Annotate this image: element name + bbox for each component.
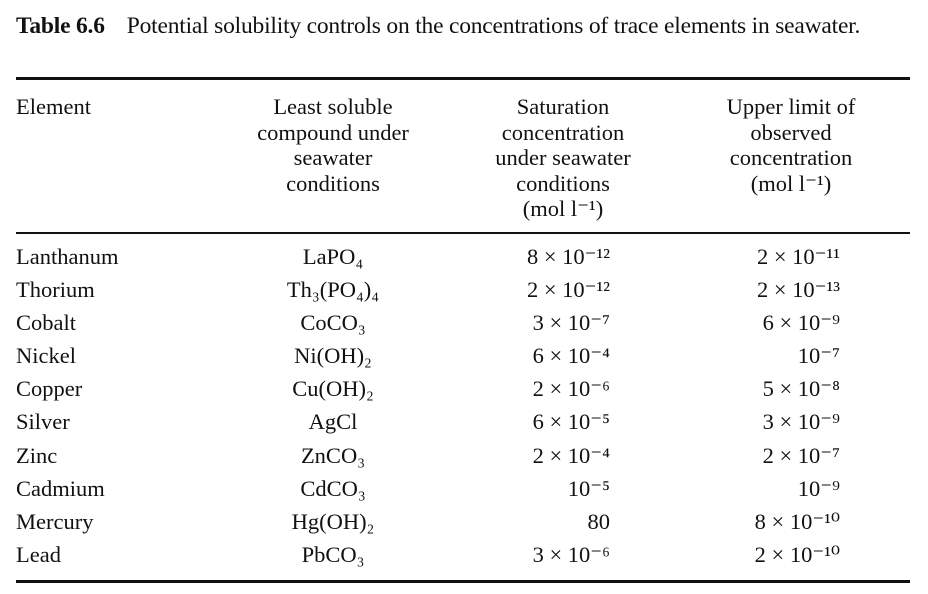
header-line: seawater <box>293 145 373 170</box>
saturation-cell: 2 × 10⁻⁴ <box>532 442 610 468</box>
compound-cell: Cu(OH)₂ <box>292 376 374 402</box>
header-line: compound under <box>257 119 409 145</box>
table-number: Table 6.6 <box>16 13 105 39</box>
header-line: conditions <box>516 170 610 196</box>
header-line: concentration <box>729 145 853 170</box>
compound-cell: CoCO₃ <box>300 310 366 336</box>
table-row: Cadmium CdCO₃ 10⁻⁵ 10⁻⁹ <box>0 476 928 509</box>
element-cell: Nickel <box>16 343 76 369</box>
upper-limit-cell: 2 × 10⁻¹³ <box>756 277 840 303</box>
header-line: Saturation <box>516 94 610 119</box>
header-line: Element <box>16 94 91 119</box>
element-cell: Thorium <box>16 277 95 303</box>
header-line: concentration <box>501 119 625 145</box>
table-row: Thorium Th₃(PO₄)₄ 2 × 10⁻¹² 2 × 10⁻¹³ <box>0 277 928 310</box>
compound-cell: LaPO₄ <box>302 244 364 269</box>
saturation-cell: 3 × 10⁻⁶ <box>532 541 610 567</box>
upper-limit-cell: 10⁻⁹ <box>797 475 840 501</box>
compound-cell: Ni(OH)₂ <box>294 343 372 369</box>
header-compound: Least soluble compound under seawater co… <box>218 94 448 196</box>
saturation-cell: 2 × 10⁻¹² <box>526 277 610 303</box>
table-title: Potential solubility controls on the con… <box>126 13 861 39</box>
header-line: (mol l⁻¹) <box>522 196 604 221</box>
element-cell: Copper <box>16 376 83 402</box>
upper-limit-cell: 2 × 10⁻¹¹ <box>756 244 840 269</box>
upper-limit-cell: 2 × 10⁻⁷ <box>762 442 840 468</box>
header-rule <box>16 232 910 234</box>
saturation-cell: 6 × 10⁻⁴ <box>532 343 610 369</box>
header-line: Least soluble <box>273 94 393 119</box>
header-line: Upper limit of <box>726 94 856 119</box>
upper-limit-cell: 2 × 10⁻¹⁰ <box>754 541 840 567</box>
compound-cell: PbCO₃ <box>301 541 365 567</box>
compound-cell: ZnCO₃ <box>300 442 366 468</box>
saturation-cell: 2 × 10⁻⁶ <box>532 376 610 402</box>
saturation-cell: 10⁻⁵ <box>567 475 610 501</box>
upper-limit-cell: 10⁻⁷ <box>797 343 840 369</box>
table-row: Cobalt CoCO₃ 3 × 10⁻⁷ 6 × 10⁻⁹ <box>0 310 928 343</box>
bottom-rule <box>16 580 910 583</box>
table-row: Lanthanum LaPO₄ 8 × 10⁻¹² 2 × 10⁻¹¹ <box>0 244 928 277</box>
table-row: Lead PbCO₃ 3 × 10⁻⁶ 2 × 10⁻¹⁰ <box>0 542 928 575</box>
header-line: (mol l⁻¹) <box>750 170 832 196</box>
upper-limit-cell: 8 × 10⁻¹⁰ <box>754 508 840 534</box>
element-cell: Cobalt <box>16 310 76 336</box>
element-cell: Zinc <box>16 442 58 468</box>
saturation-cell: 3 × 10⁻⁷ <box>532 310 610 336</box>
compound-cell: Hg(OH)₂ <box>291 508 375 534</box>
top-rule <box>16 77 910 80</box>
header-element: Element <box>16 94 91 120</box>
header-line: under seawater <box>495 145 631 170</box>
element-cell: Lanthanum <box>16 244 119 269</box>
saturation-cell: 80 <box>587 508 611 534</box>
table-row: Nickel Ni(OH)₂ 6 × 10⁻⁴ 10⁻⁷ <box>0 343 928 376</box>
element-cell: Silver <box>16 409 70 435</box>
table-body: Lanthanum LaPO₄ 8 × 10⁻¹² 2 × 10⁻¹¹ Thor… <box>0 244 928 575</box>
element-cell: Mercury <box>16 508 94 534</box>
header-upper-limit: Upper limit of observed concentration (m… <box>688 94 894 196</box>
table-row: Zinc ZnCO₃ 2 × 10⁻⁴ 2 × 10⁻⁷ <box>0 443 928 476</box>
header-line: observed <box>750 119 832 145</box>
table-row: Mercury Hg(OH)₂ 80 8 × 10⁻¹⁰ <box>0 509 928 542</box>
compound-cell: Th₃(PO₄)₄ <box>286 277 380 303</box>
saturation-cell: 8 × 10⁻¹² <box>526 244 610 269</box>
element-cell: Cadmium <box>16 475 105 501</box>
saturation-cell: 6 × 10⁻⁵ <box>532 409 610 435</box>
table-caption: Table 6.6 Potential solubility controls o… <box>16 14 916 39</box>
element-cell: Lead <box>16 541 61 567</box>
upper-limit-cell: 6 × 10⁻⁹ <box>762 310 840 336</box>
compound-cell: AgCl <box>308 409 358 435</box>
table-row: Silver AgCl 6 × 10⁻⁵ 3 × 10⁻⁹ <box>0 409 928 442</box>
header-saturation: Saturation concentration under seawater … <box>468 94 658 222</box>
upper-limit-cell: 3 × 10⁻⁹ <box>762 409 840 435</box>
compound-cell: CdCO₃ <box>300 475 366 501</box>
header-line: conditions <box>286 170 380 196</box>
upper-limit-cell: 5 × 10⁻⁸ <box>762 376 840 402</box>
table-row: Copper Cu(OH)₂ 2 × 10⁻⁶ 5 × 10⁻⁸ <box>0 376 928 409</box>
